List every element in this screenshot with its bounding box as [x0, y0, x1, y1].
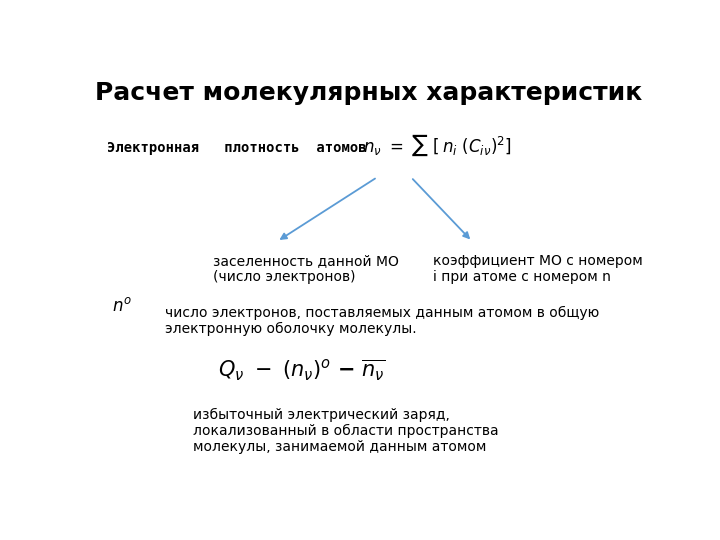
Text: заселенность данной МО
(число электронов): заселенность данной МО (число электронов… [213, 254, 399, 284]
Text: коэффициент МО с номером
i при атоме с номером n: коэффициент МО с номером i при атоме с н… [433, 254, 643, 284]
Text: избыточный электрический заряд,
локализованный в области пространства
молекулы, : избыточный электрический заряд, локализо… [193, 408, 499, 455]
Text: Расчет молекулярных характеристик: Расчет молекулярных характеристик [95, 82, 643, 105]
Text: Электронная   плотность  атомов: Электронная плотность атомов [107, 141, 366, 155]
Text: $n^o$: $n^o$ [112, 297, 132, 315]
Text: число электронов, поставляемых данным атомом в общую
электронную оболочку молеку: число электронов, поставляемых данным ат… [166, 306, 600, 336]
Text: $\mathit{n}_\nu\ =\ \sum\ [\,n_i\ (C_{i\nu})^2]$: $\mathit{n}_\nu\ =\ \sum\ [\,n_i\ (C_{i\… [364, 133, 512, 158]
Text: $Q_\nu\ -\ (n_\nu)^o\ \mathbf{-}\ \overline{n_\nu}$: $Q_\nu\ -\ (n_\nu)^o\ \mathbf{-}\ \overl… [218, 357, 386, 383]
